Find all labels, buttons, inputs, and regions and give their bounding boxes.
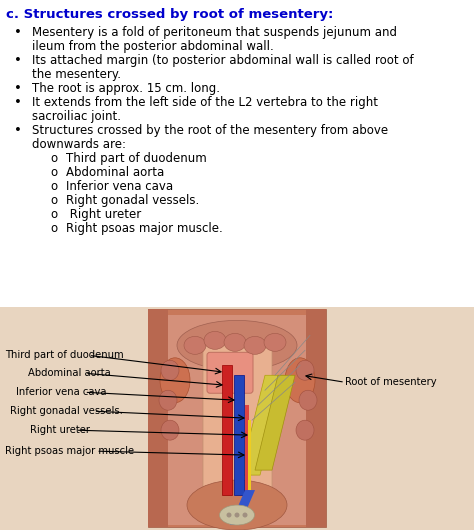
Ellipse shape: [177, 320, 297, 370]
Text: It extends from the left side of the L2 vertebra to the right: It extends from the left side of the L2 …: [32, 96, 378, 109]
Ellipse shape: [296, 420, 314, 440]
Ellipse shape: [161, 420, 179, 440]
Text: Its attached margin (to posterior abdominal wall is called root of: Its attached margin (to posterior abdomi…: [32, 54, 414, 67]
Text: Right gonadal vessels.: Right gonadal vessels.: [10, 406, 123, 416]
FancyBboxPatch shape: [306, 310, 326, 527]
FancyBboxPatch shape: [234, 375, 244, 495]
Ellipse shape: [235, 513, 239, 517]
FancyBboxPatch shape: [222, 365, 232, 495]
Text: Mesentery is a fold of peritoneum that suspends jejunum and: Mesentery is a fold of peritoneum that s…: [32, 26, 397, 39]
Text: ileum from the posterior abdominal wall.: ileum from the posterior abdominal wall.: [32, 40, 274, 53]
Text: o: o: [50, 180, 57, 192]
Ellipse shape: [285, 358, 315, 403]
Text: Abdominal aorta: Abdominal aorta: [66, 166, 164, 179]
Ellipse shape: [299, 390, 317, 410]
Text: •: •: [14, 82, 22, 95]
FancyBboxPatch shape: [148, 310, 326, 527]
Text: o: o: [50, 152, 57, 165]
Polygon shape: [255, 375, 295, 470]
Ellipse shape: [159, 390, 177, 410]
Text: Right ureter: Right ureter: [66, 208, 141, 220]
Ellipse shape: [224, 333, 246, 351]
Text: the mesentery.: the mesentery.: [32, 68, 121, 81]
Ellipse shape: [161, 360, 179, 380]
Text: Right psoas major muscle: Right psoas major muscle: [5, 446, 134, 456]
Text: •: •: [14, 96, 22, 109]
Ellipse shape: [264, 333, 286, 351]
Text: sacroiliac joint.: sacroiliac joint.: [32, 110, 121, 123]
Text: o: o: [50, 193, 57, 207]
Text: o: o: [50, 208, 57, 220]
Ellipse shape: [204, 331, 226, 349]
Ellipse shape: [296, 360, 314, 380]
Polygon shape: [240, 375, 285, 475]
FancyBboxPatch shape: [207, 352, 253, 393]
Text: Inferior vena cava: Inferior vena cava: [16, 387, 107, 398]
Text: •: •: [14, 26, 22, 39]
Text: Third part of duodenum: Third part of duodenum: [5, 350, 124, 360]
Text: Third part of duodenum: Third part of duodenum: [66, 152, 207, 165]
Text: o: o: [50, 222, 57, 235]
Text: •: •: [14, 54, 22, 67]
Text: Root of mesentery: Root of mesentery: [345, 377, 437, 387]
Text: downwards are:: downwards are:: [32, 138, 126, 151]
Text: Right psoas major muscle.: Right psoas major muscle.: [66, 222, 223, 235]
Polygon shape: [230, 490, 255, 525]
Text: Abdominal aorta: Abdominal aorta: [28, 368, 111, 378]
FancyBboxPatch shape: [248, 420, 251, 490]
Ellipse shape: [184, 337, 206, 355]
Text: o: o: [50, 166, 57, 179]
FancyBboxPatch shape: [245, 405, 249, 495]
Text: •: •: [14, 124, 22, 137]
Ellipse shape: [227, 513, 231, 517]
Text: Structures crossed by the root of the mesentery from above: Structures crossed by the root of the me…: [32, 124, 388, 137]
Ellipse shape: [219, 505, 255, 525]
Text: c. Structures crossed by root of mesentery:: c. Structures crossed by root of mesente…: [6, 8, 333, 21]
FancyBboxPatch shape: [203, 343, 272, 502]
Ellipse shape: [160, 358, 190, 403]
FancyBboxPatch shape: [158, 315, 316, 525]
FancyBboxPatch shape: [0, 307, 474, 530]
Ellipse shape: [244, 337, 266, 355]
Ellipse shape: [187, 480, 287, 530]
FancyBboxPatch shape: [148, 310, 168, 527]
Text: The root is approx. 15 cm. long.: The root is approx. 15 cm. long.: [32, 82, 220, 95]
Text: Inferior vena cava: Inferior vena cava: [66, 180, 173, 192]
Ellipse shape: [243, 513, 247, 517]
Text: Right ureter: Right ureter: [30, 425, 90, 435]
Text: Right gonadal vessels.: Right gonadal vessels.: [66, 193, 199, 207]
